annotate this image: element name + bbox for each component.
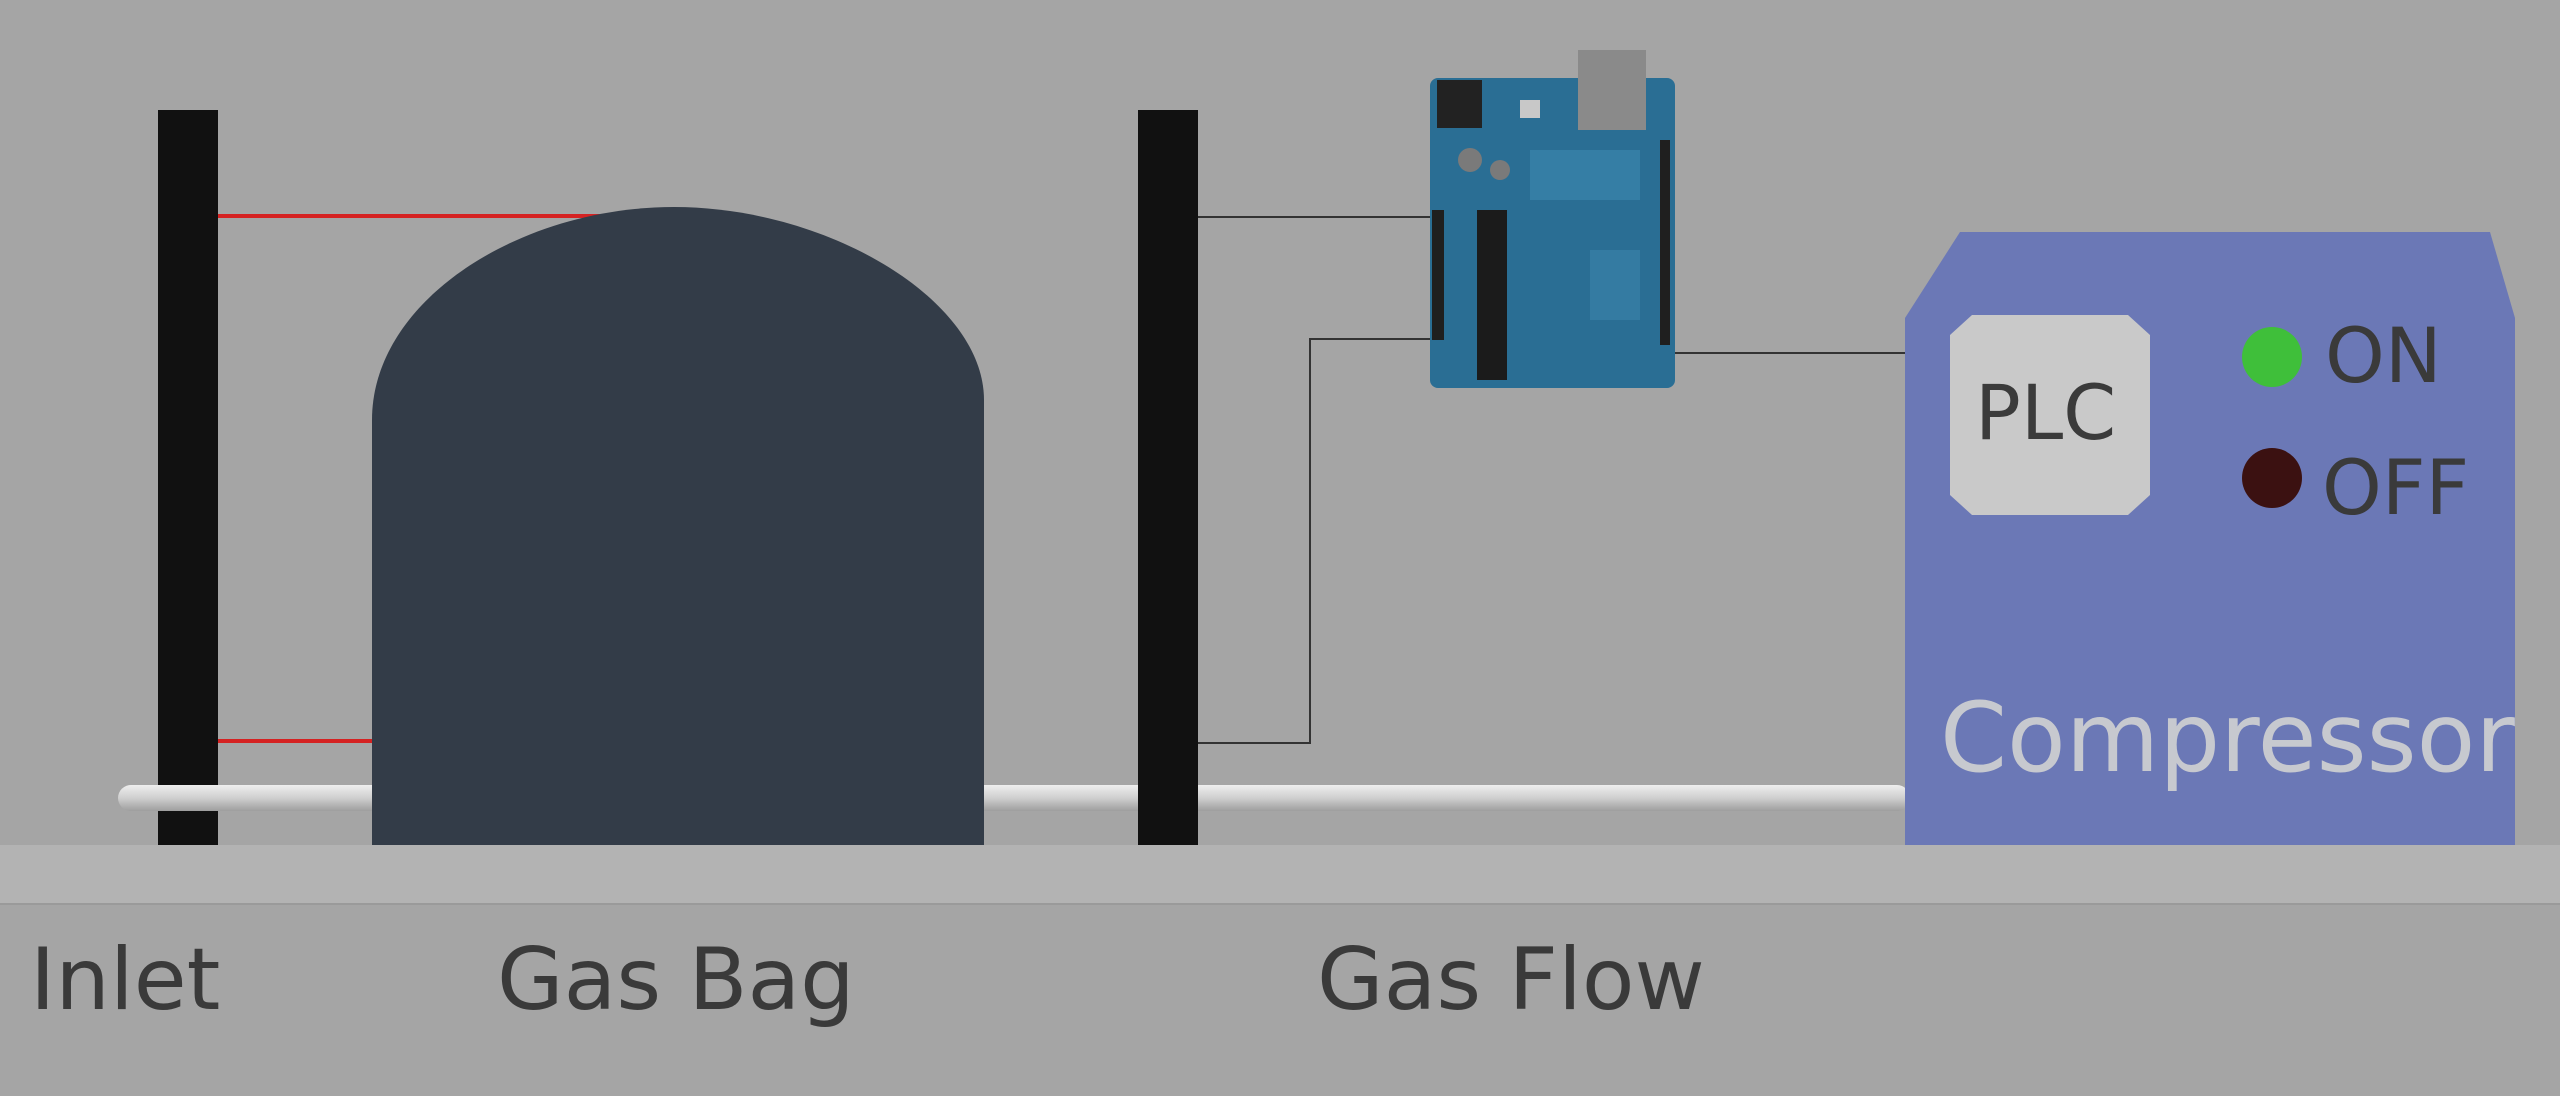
gas-bag-shape [372,207,984,845]
gas-bag-label: Gas Bag [497,930,855,1030]
inlet-post [158,110,218,845]
gas-flow-label: Gas Flow [1317,930,1705,1030]
off-indicator-icon [2242,448,2302,508]
floor-edge [0,903,2560,905]
gas-flow-post [1138,110,1198,845]
wire-sensor-bottom [1198,338,1430,744]
compressor-label: Compressor [1940,682,2515,794]
inlet-label: Inlet [30,930,221,1030]
off-label: OFF [2322,443,2470,532]
on-indicator-icon [2242,327,2302,387]
on-label: ON [2325,311,2442,400]
arduino-board [1430,50,1675,388]
floor [0,845,2560,905]
plc-label: PLC [1975,368,2117,457]
plc-box [1950,315,2150,515]
